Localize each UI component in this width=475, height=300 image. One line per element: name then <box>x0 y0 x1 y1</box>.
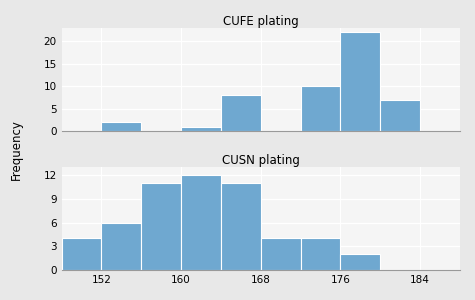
Bar <box>301 238 341 270</box>
Text: Frequency: Frequency <box>10 120 22 180</box>
Bar <box>102 122 141 131</box>
Bar <box>301 86 341 131</box>
Bar <box>102 223 141 270</box>
Title: CUFE plating: CUFE plating <box>223 15 299 28</box>
Title: CUSN plating: CUSN plating <box>222 154 300 167</box>
Bar <box>261 238 301 270</box>
Bar <box>221 95 261 131</box>
Bar <box>62 238 102 270</box>
Bar <box>341 254 380 270</box>
Bar <box>181 127 221 131</box>
Bar <box>341 32 380 131</box>
Bar <box>141 183 181 270</box>
Bar <box>221 183 261 270</box>
Bar <box>181 175 221 270</box>
Bar <box>380 100 420 131</box>
